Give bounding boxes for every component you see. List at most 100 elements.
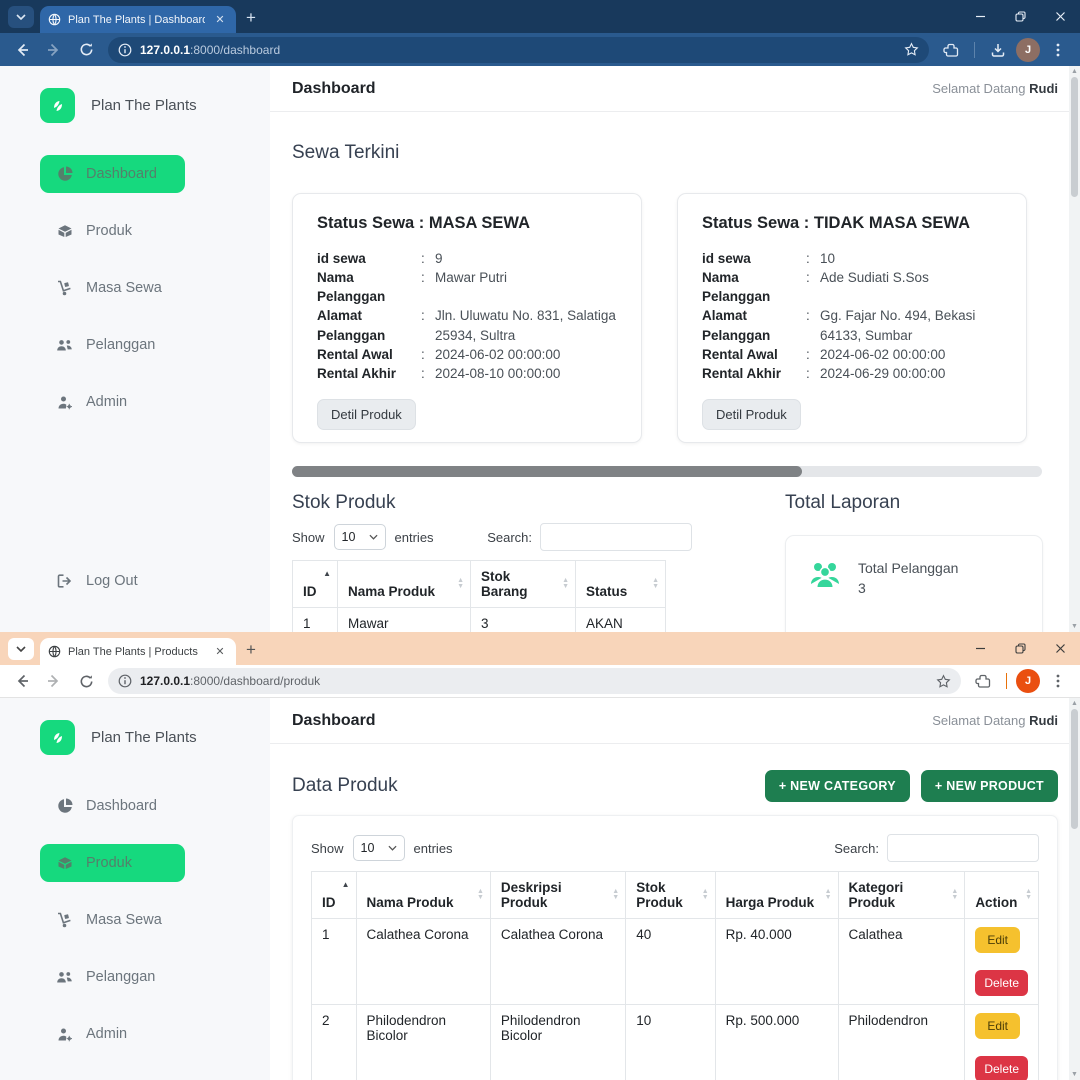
stat-value: 3: [858, 580, 866, 596]
sidebar-item-dashboard[interactable]: Dashboard: [40, 787, 185, 825]
url-bar[interactable]: 127.0.0.1:8000/dashboard/produk: [108, 668, 961, 694]
column-header-id[interactable]: ID ▲: [292, 560, 338, 608]
sewa-card-masa-sewa: Status Sewa : MASA SEWA id sewa:9 Nama P…: [292, 193, 642, 443]
page-header: Dashboard Selamat Datang Rudi: [270, 698, 1080, 744]
bookmark-star-icon[interactable]: [904, 42, 919, 57]
downloads-icon[interactable]: [984, 36, 1012, 64]
box-icon: [56, 855, 73, 871]
sidebar-item-pelanggan[interactable]: Pelanggan: [40, 326, 185, 364]
toolbar-divider: [974, 41, 975, 58]
sidebar-item-admin[interactable]: Admin: [40, 1015, 185, 1053]
back-icon[interactable]: [8, 36, 36, 64]
new-tab-button[interactable]: +: [246, 8, 256, 27]
tab-close-icon[interactable]: ✕: [215, 646, 225, 658]
vertical-scrollbar[interactable]: ▲ ▼: [1069, 698, 1080, 1080]
new-category-button[interactable]: + NEW CATEGORY: [764, 770, 910, 802]
profile-avatar[interactable]: J: [1016, 37, 1040, 62]
sidebar-item-produk[interactable]: Produk: [40, 844, 185, 882]
url-bar[interactable]: 127.0.0.1:8000/dashboard: [108, 36, 929, 63]
extensions-icon[interactable]: [937, 36, 965, 64]
sort-icon: ▲ ▼: [612, 888, 620, 901]
total-pelanggan-card: Total Pelanggan 3: [785, 535, 1043, 632]
logout-icon: [56, 574, 73, 588]
window-close-button[interactable]: [1040, 632, 1080, 665]
reload-icon[interactable]: [72, 667, 100, 695]
sort-icon: ▲ ▼: [701, 888, 709, 901]
forward-icon[interactable]: [40, 667, 68, 695]
section-title-total-laporan: Total Laporan: [785, 492, 901, 513]
sidebar-item-label: Pelanggan: [86, 337, 156, 353]
sidebar-item-pelanggan[interactable]: Pelanggan: [40, 958, 185, 996]
sidebar-item-masa-sewa[interactable]: Masa Sewa: [40, 269, 185, 307]
column-header-harga-produk[interactable]: Harga Produk ▲ ▼: [714, 871, 839, 919]
back-icon[interactable]: [8, 667, 36, 695]
show-label: Show: [292, 529, 325, 545]
column-header-nama-produk[interactable]: Nama Produk ▲ ▼: [355, 871, 491, 919]
column-header-kategori-produk[interactable]: Kategori Produk ▲ ▼: [837, 871, 966, 919]
site-info-icon[interactable]: [118, 43, 132, 57]
page-size-select[interactable]: 10: [352, 835, 405, 861]
tab-close-icon[interactable]: ✕: [215, 14, 225, 26]
sidebar: Plan The Plants Dashboard Produk Masa Se…: [0, 66, 270, 632]
horizontal-scrollbar[interactable]: [292, 466, 1042, 477]
bookmark-star-icon[interactable]: [936, 673, 951, 689]
new-product-button[interactable]: + NEW PRODUCT: [920, 770, 1058, 802]
reload-icon[interactable]: [72, 36, 100, 64]
main-panel: Dashboard Selamat Datang Rudi Sewa Terki…: [270, 66, 1080, 632]
new-tab-button[interactable]: +: [246, 640, 256, 659]
profile-avatar[interactable]: J: [1016, 669, 1040, 693]
brand[interactable]: Plan The Plants: [40, 720, 270, 755]
section-title-stok-produk: Stok Produk: [292, 492, 396, 513]
column-header-nama-produk[interactable]: Nama Produk ▲ ▼: [337, 560, 471, 608]
column-header-status[interactable]: Status ▲ ▼: [575, 560, 666, 608]
data-produk-table-card: Show 10 entries Search: ID ▲ Nama Produk ▲…: [292, 815, 1058, 1080]
window-minimize-button[interactable]: [960, 632, 1000, 665]
vertical-scrollbar-thumb[interactable]: [1071, 77, 1078, 197]
horizontal-scrollbar-thumb[interactable]: [292, 466, 802, 477]
window-minimize-button[interactable]: [960, 0, 1000, 33]
column-header-deskripsi-produk[interactable]: Deskripsi Produk ▲ ▼: [489, 871, 627, 919]
column-header-action[interactable]: Action ▲ ▼: [964, 871, 1039, 919]
search-input[interactable]: [887, 834, 1039, 862]
column-header-id[interactable]: ID ▲: [311, 871, 357, 919]
delete-button[interactable]: Delete: [975, 1056, 1028, 1080]
extensions-icon[interactable]: [969, 667, 997, 695]
window-restore-button[interactable]: [1000, 632, 1040, 665]
delete-button[interactable]: Delete: [975, 970, 1028, 996]
brand-name: Plan The Plants: [91, 97, 197, 114]
menu-kebab-icon[interactable]: [1044, 667, 1072, 695]
detil-produk-button[interactable]: Detil Produk: [702, 399, 801, 431]
edit-button[interactable]: Edit: [975, 927, 1020, 953]
menu-kebab-icon[interactable]: [1044, 36, 1072, 64]
dolly-icon: [56, 280, 73, 296]
sidebar-item-masa-sewa[interactable]: Masa Sewa: [40, 901, 185, 939]
sort-icon: ▲ ▼: [824, 888, 832, 901]
vertical-scrollbar-thumb[interactable]: [1071, 709, 1078, 829]
vertical-scrollbar[interactable]: ▲ ▼: [1069, 66, 1080, 632]
sort-icon: ▲ ▼: [652, 577, 659, 590]
url-path: :8000/dashboard/produk: [190, 674, 321, 688]
sidebar-item-admin[interactable]: Admin: [40, 383, 185, 421]
forward-icon[interactable]: [40, 36, 68, 64]
url-host: 127.0.0.1: [140, 42, 191, 57]
brand[interactable]: Plan The Plants: [40, 88, 270, 123]
edit-button[interactable]: Edit: [975, 1013, 1020, 1039]
column-header-stok-barang[interactable]: Stok Barang ▲ ▼: [470, 560, 576, 608]
tab-search-button[interactable]: [8, 638, 34, 660]
chevron-down-icon: [368, 534, 378, 540]
column-header-stok-produk[interactable]: Stok Produk ▲ ▼: [625, 871, 716, 919]
sidebar-item-logout[interactable]: Log Out: [40, 562, 185, 600]
sidebar-item-produk[interactable]: Produk: [40, 212, 185, 250]
window-close-button[interactable]: [1040, 0, 1080, 33]
tab-search-button[interactable]: [8, 6, 34, 28]
stat-label: Total Pelanggan: [858, 560, 959, 576]
page-size-select[interactable]: 10: [333, 524, 386, 550]
site-info-icon[interactable]: [118, 674, 132, 688]
browser-tab[interactable]: Plan The Plants | Products ✕: [40, 638, 236, 665]
sidebar-item-dashboard[interactable]: Dashboard: [40, 155, 185, 193]
window-restore-button[interactable]: [1000, 0, 1040, 33]
sidebar-item-label: Produk: [86, 855, 132, 871]
detil-produk-button[interactable]: Detil Produk: [317, 399, 416, 431]
search-input[interactable]: [540, 523, 692, 551]
browser-tab[interactable]: Plan The Plants | Dashboard ✕: [40, 6, 236, 33]
